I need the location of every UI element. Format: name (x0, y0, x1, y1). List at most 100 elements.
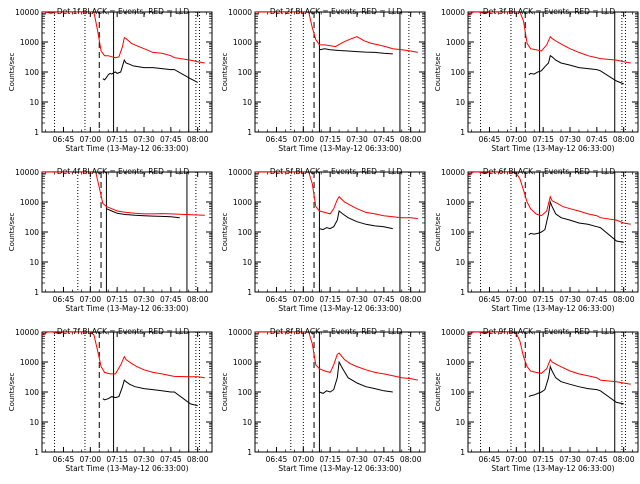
x-tick-label: 07:15 (319, 135, 341, 144)
plot-frame (467, 171, 639, 293)
y-tick-label: 1000 (233, 358, 252, 367)
plot-frame (41, 331, 213, 453)
x-tick-label: 08:00 (187, 455, 209, 464)
x-axis-label: Start Time (13-May-12 06:33:00) (65, 144, 188, 153)
detector-panel: 1 10 100 1000 10000 06:45 07:00 07:15 07:30 07:45… (8, 327, 213, 473)
detector-panel: 1 10 100 1000 10000 06:45 07:00 07:15 07:30 07:45… (434, 167, 639, 313)
y-tick-label: 10000 (441, 328, 465, 337)
x-tick-label: 06:45 (479, 455, 501, 464)
detector-panel: 1 10 100 1000 10000 06:45 07:00 07:15 07:30 07:45… (221, 167, 426, 313)
y-tick-label: 100 (25, 388, 40, 397)
y-tick-label: 100 (25, 68, 40, 77)
y-tick-label: 10 (455, 98, 465, 107)
x-tick-label: 06:45 (266, 295, 288, 304)
series-line-events (528, 364, 624, 405)
x-tick-label: 06:45 (266, 135, 288, 144)
y-tick-label: 1 (34, 448, 39, 457)
x-axis-label: Start Time (13-May-12 06:33:00) (65, 464, 188, 473)
x-axis-label: Start Time (13-May-12 06:33:00) (278, 304, 401, 313)
x-axis-label: Start Time (13-May-12 06:33:00) (278, 144, 401, 153)
x-tick-label: 06:45 (479, 135, 501, 144)
y-tick-label: 10000 (15, 8, 39, 17)
x-axis-label: Start Time (13-May-12 06:33:00) (278, 464, 401, 473)
x-tick-label: 07:00 (506, 295, 528, 304)
plot-frame (41, 11, 213, 133)
x-tick-label: 08:00 (187, 295, 209, 304)
series-line-lld (255, 172, 418, 220)
y-tick-label: 100 (238, 68, 253, 77)
y-tick-label: 1 (247, 288, 252, 297)
y-tick-label: 1 (34, 288, 39, 297)
plot-frame (467, 331, 639, 453)
x-tick-label: 07:15 (106, 295, 128, 304)
y-tick-label: 10000 (15, 328, 39, 337)
x-axis-label: Start Time (13-May-12 06:33:00) (491, 304, 614, 313)
x-tick-label: 07:30 (559, 295, 581, 304)
y-axis-label: Counts/sec (221, 53, 229, 92)
x-tick-label: 07:45 (160, 455, 182, 464)
y-tick-label: 100 (451, 388, 466, 397)
panel-title: Det 5f BLACK = Events, RED = LLD (270, 167, 403, 176)
detector-panel: 1 10 100 1000 10000 06:45 07:00 07:15 07:30 07:45… (8, 7, 213, 153)
series-line-events (528, 54, 624, 85)
x-tick-label: 08:00 (400, 135, 422, 144)
y-tick-label: 10 (29, 258, 39, 267)
y-tick-label: 1 (460, 128, 465, 137)
y-tick-label: 1 (460, 288, 465, 297)
detector-panel: 1 10 100 1000 10000 06:45 07:00 07:15 07:30 07:45… (221, 327, 426, 473)
y-tick-label: 1000 (446, 198, 465, 207)
x-tick-label: 07:30 (346, 295, 368, 304)
x-tick-label: 08:00 (187, 135, 209, 144)
y-tick-label: 100 (451, 228, 466, 237)
x-tick-label: 07:45 (586, 455, 608, 464)
x-tick-label: 07:30 (133, 455, 155, 464)
panel-title: Det 2f BLACK = Events, RED = LLD (270, 7, 403, 16)
y-tick-label: 10 (242, 258, 252, 267)
series-line-events (319, 210, 393, 231)
y-tick-label: 1 (247, 448, 252, 457)
y-tick-label: 1000 (20, 358, 39, 367)
y-axis-label: Counts/sec (434, 373, 442, 412)
x-tick-label: 07:00 (293, 455, 315, 464)
x-tick-label: 06:45 (53, 135, 75, 144)
y-tick-label: 10 (455, 418, 465, 427)
x-tick-label: 07:15 (319, 295, 341, 304)
x-tick-label: 07:45 (160, 295, 182, 304)
y-tick-label: 10 (455, 258, 465, 267)
y-tick-label: 10000 (441, 168, 465, 177)
panel-title: Det 3f BLACK = Events, RED = LLD (483, 7, 616, 16)
x-tick-label: 07:45 (586, 135, 608, 144)
series-line-events (106, 208, 180, 219)
y-axis-label: Counts/sec (8, 373, 16, 412)
y-tick-label: 100 (238, 388, 253, 397)
y-tick-label: 1 (34, 128, 39, 137)
panel-title: Det 6f BLACK = Events, RED = LLD (483, 167, 616, 176)
x-tick-label: 07:30 (133, 135, 155, 144)
detector-panel: 1 10 100 1000 10000 06:45 07:00 07:15 07:30 07:45… (434, 327, 639, 473)
series-line-lld (42, 12, 205, 64)
series-line-events (102, 379, 198, 407)
x-tick-label: 07:00 (293, 295, 315, 304)
x-tick-label: 07:30 (559, 455, 581, 464)
x-tick-label: 07:15 (532, 135, 554, 144)
series-line-lld (468, 172, 631, 225)
y-tick-label: 1000 (446, 358, 465, 367)
panel-title: Det 9f BLACK = Events, RED = LLD (483, 327, 616, 336)
y-tick-label: 1000 (20, 38, 39, 47)
series-line-lld (255, 332, 418, 381)
x-tick-label: 07:45 (160, 135, 182, 144)
y-tick-label: 1000 (233, 38, 252, 47)
x-tick-label: 06:45 (53, 295, 75, 304)
x-tick-label: 07:30 (559, 135, 581, 144)
series-line-lld (42, 172, 205, 216)
panel-title: Det 8f BLACK = Events, RED = LLD (270, 327, 403, 336)
y-tick-label: 10 (29, 98, 39, 107)
y-tick-label: 10000 (228, 8, 252, 17)
y-axis-label: Counts/sec (8, 53, 16, 92)
series-line-lld (468, 332, 631, 385)
x-tick-label: 06:45 (266, 455, 288, 464)
x-tick-label: 08:00 (613, 135, 635, 144)
y-tick-label: 10000 (15, 168, 39, 177)
